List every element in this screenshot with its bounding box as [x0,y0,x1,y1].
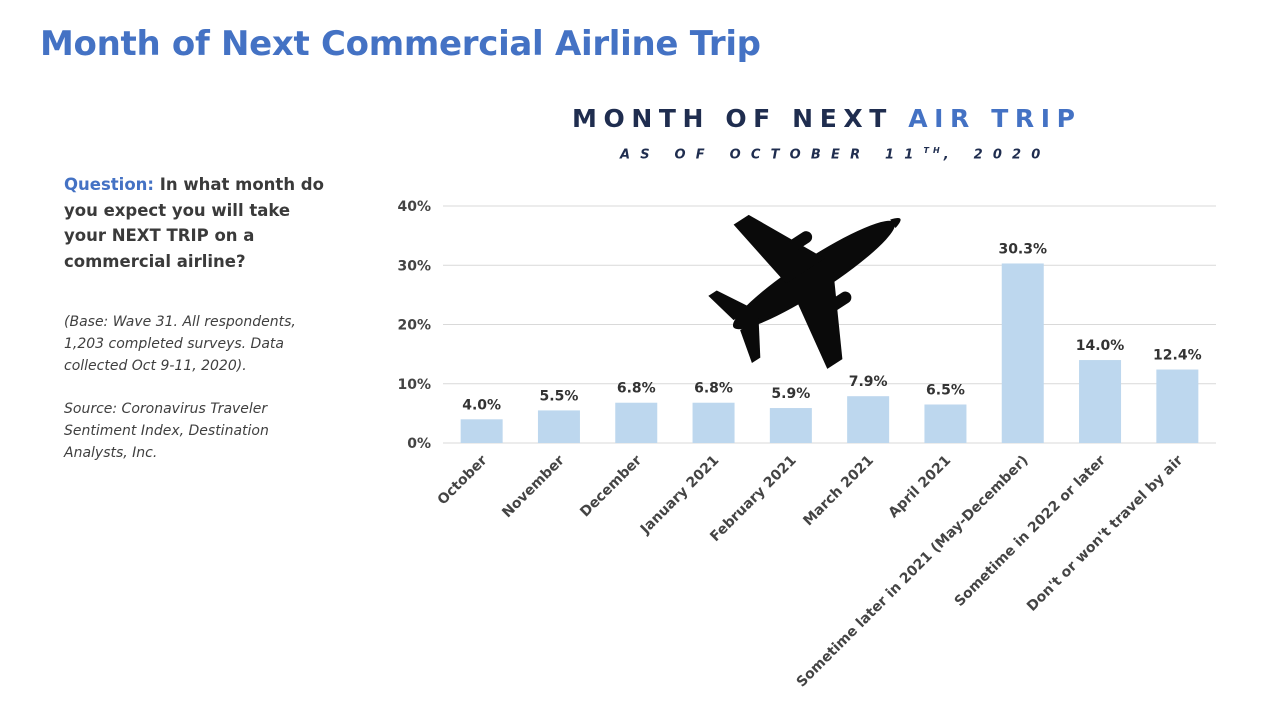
bar-layer [460,263,1199,443]
data-label: 6.8% [694,381,733,397]
bar [537,410,580,443]
chart-title: MONTH OF NEXT AIR TRIP [572,104,1082,133]
y-tick-label: 0% [407,436,431,452]
source-note: Source: Coronavirus Traveler Sentiment I… [64,401,269,461]
chart-title-part1: MONTH OF NEXT [572,104,909,133]
chart-subtitle: AS OF OCTOBER 11TH, 2020 [620,146,1051,162]
chart-subtitle-sup: TH [923,146,944,155]
data-label: 5.9% [771,386,810,402]
category-label: April 2021 [886,453,955,522]
bar [847,396,890,443]
bar [1156,369,1199,443]
bar [692,402,735,443]
data-label: 14.0% [1076,338,1125,354]
chart-title-part2: AIR TRIP [908,104,1082,133]
bar [769,408,812,443]
data-label: 5.5% [540,388,579,404]
data-label: 6.8% [617,381,656,397]
data-label: 6.5% [926,382,965,398]
y-tick-label: 20% [397,318,431,334]
bar [1001,263,1044,443]
category-label: Sometime in 2022 or later [952,452,1109,609]
data-label: 4.0% [462,397,501,413]
slide-title: Month of Next Commercial Airline Trip [40,24,761,64]
category-label: March 2021 [800,453,877,530]
data-label: 7.9% [849,374,888,390]
bar [460,419,503,443]
category-label: February 2021 [707,453,799,545]
chart-subtitle-main: AS OF OCTOBER 11 [620,147,924,163]
bar [615,402,658,443]
data-label: 30.3% [998,241,1047,257]
question-label: Question: [64,175,155,194]
question-body: In what month do you expect you will tak… [64,175,324,271]
data-label: 12.4% [1153,348,1202,364]
base-note: (Base: Wave 31. All respondents, 1,203 c… [64,314,296,374]
category-label: December [577,452,645,520]
y-tick-label: 10% [397,377,431,393]
chart-subtitle-end: , 2020 [943,147,1051,163]
airplane-icon [708,214,901,369]
y-tick-label: 40% [397,199,431,215]
category-label: November [499,452,568,521]
category-label: Don't or won't travel by air [1024,452,1186,614]
question-text: Question: In what month do you expect yo… [64,172,326,274]
category-label: January 2021 [637,453,722,538]
category-label: October [435,452,491,508]
bar [924,404,967,443]
y-tick-label: 30% [397,258,431,274]
bar [1079,360,1122,443]
